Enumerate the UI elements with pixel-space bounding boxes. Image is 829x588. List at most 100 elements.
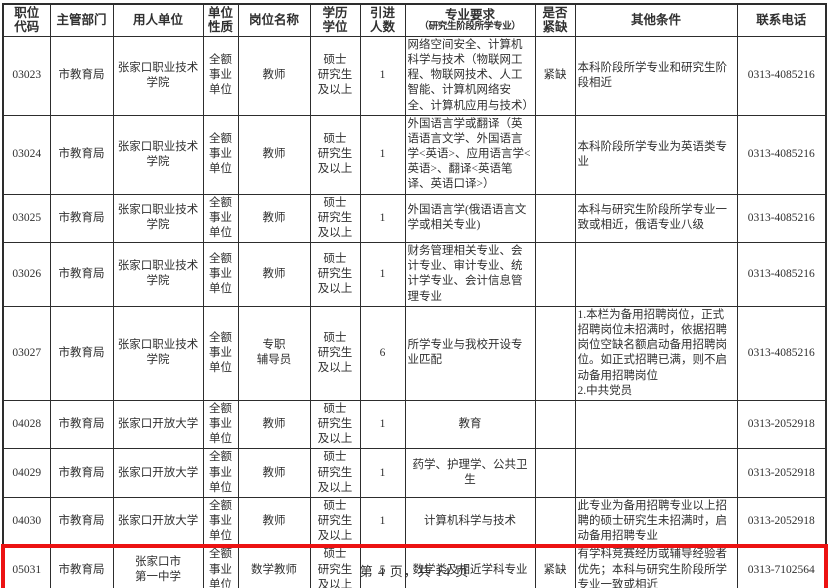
cell-dept: 市教育局 xyxy=(49,545,114,588)
cell-other xyxy=(574,242,738,307)
cell-code: 03023 xyxy=(2,35,51,116)
cell-other: 本科阶段所学专业和研究生阶段相近 xyxy=(574,35,738,116)
cell-employer: 张家口职业技术 学院 xyxy=(112,242,204,307)
cell-code: 03024 xyxy=(2,114,51,195)
cell-position: 教师 xyxy=(237,496,311,547)
table-row-03025: 03025 市教育局 张家口职业技术 学院 全额 事业 单位 教师 硕士 研究生 及以上 1… xyxy=(2,193,827,244)
cell-unit_type: 全额 事业 单位 xyxy=(202,448,239,498)
cell-employer: 张家口职业技术 学院 xyxy=(112,35,204,116)
cell-unit_type: 全额 事业 单位 xyxy=(202,242,239,307)
table-row-04028: 04028 市教育局 张家口开放大学 全额 事业 单位 教师 硕士 研究生 及以上 1 教育 0… xyxy=(2,399,827,450)
cell-unit_type: 全额 事业 单位 xyxy=(202,545,239,588)
table-body: 03023 市教育局 张家口职业技术 学院 全额 事业 单位 教师 硕士 研究生 及以上 1… xyxy=(1,35,828,588)
table-row-03023: 03023 市教育局 张家口职业技术 学院 全额 事业 单位 教师 硕士 研究生 及以上 1… xyxy=(2,35,827,116)
column-header-position: 岗位名称 xyxy=(237,3,311,37)
cell-count: 1 xyxy=(359,448,406,498)
cell-phone: 0313-4085216 xyxy=(736,193,827,244)
cell-position: 教师 xyxy=(237,114,311,195)
cell-major: 网络空间安全、计算机科学与技术（物联网工程、物联网技术、人工智能、计算机网络安全… xyxy=(404,35,536,116)
cell-shortage xyxy=(534,496,576,547)
column-header-employer: 用人单位 xyxy=(112,3,204,37)
cell-count: 1 xyxy=(359,496,406,547)
cell-dept: 市教育局 xyxy=(49,305,114,401)
cell-other: 本科阶段所学专业为英语类专业 xyxy=(574,114,738,195)
cell-code: 05031 xyxy=(2,545,51,588)
cell-unit_type: 全额 事业 单位 xyxy=(202,305,239,401)
cell-degree: 硕士 研究生 及以上 xyxy=(309,496,361,547)
cell-shortage: 紧缺 xyxy=(534,545,576,588)
cell-code: 04030 xyxy=(2,496,51,547)
cell-major: 药学、护理学、公共卫生 xyxy=(404,448,536,498)
cell-count: 1 xyxy=(359,399,406,450)
column-header-major: 专业要求 （研究生阶段所学专业） xyxy=(404,3,536,37)
cell-shortage xyxy=(534,448,576,498)
cell-degree: 硕士 研究生 及以上 xyxy=(309,305,361,401)
column-header-unit_type: 单位 性质 xyxy=(202,3,239,37)
cell-employer: 张家口职业技术 学院 xyxy=(112,305,204,401)
cell-phone: 0313-4085216 xyxy=(736,242,827,307)
cell-count: 1 xyxy=(359,114,406,195)
cell-employer: 张家口开放大学 xyxy=(112,399,204,450)
cell-phone: 0313-2052918 xyxy=(736,496,827,547)
cell-position: 教师 xyxy=(237,193,311,244)
table-row-03024: 03024 市教育局 张家口职业技术 学院 全额 事业 单位 教师 硕士 研究生 及以上 1… xyxy=(2,114,827,195)
column-header-phone: 联系电话 xyxy=(736,3,827,37)
cell-degree: 硕士 研究生 及以上 xyxy=(309,545,361,588)
cell-shortage xyxy=(534,242,576,307)
cell-phone: 0313-7102564 xyxy=(736,545,827,588)
cell-position: 数学教师 xyxy=(237,545,311,588)
cell-major: 所学专业与我校开设专业匹配 xyxy=(404,305,536,401)
cell-degree: 硕士 研究生 及以上 xyxy=(309,399,361,450)
cell-major: 财务管理相关专业、会计专业、审计专业、统计学专业、会计信息管理专业 xyxy=(404,242,536,307)
cell-degree: 硕士 研究生 及以上 xyxy=(309,114,361,195)
recruitment-page: 职位 代码 主管部门 用人单位 单位 性质 岗位名称 学历 学位 引进 人数 专业要求 （研究生… xyxy=(0,3,829,588)
cell-phone: 0313-2052918 xyxy=(736,399,827,450)
cell-unit_type: 全额 事业 单位 xyxy=(202,35,239,116)
cell-major: 数学类及相近学科专业 xyxy=(404,545,536,588)
cell-count: 1 xyxy=(359,35,406,116)
cell-unit_type: 全额 事业 单位 xyxy=(202,114,239,195)
column-header-dept: 主管部门 xyxy=(49,3,114,37)
cell-shortage xyxy=(534,114,576,195)
cell-count: 6 xyxy=(359,305,406,401)
cell-phone: 0313-4085216 xyxy=(736,305,827,401)
cell-dept: 市教育局 xyxy=(49,448,114,498)
table-row-05031-highlighted: 05031 市教育局 张家口市 第一中学 全额 事业 单位 数学教师 硕士 研究生 及以上… xyxy=(1,543,828,588)
cell-count: 1 xyxy=(359,242,406,307)
header-row: 职位 代码 主管部门 用人单位 单位 性质 岗位名称 学历 学位 引进 人数 专业要求 （研究生… xyxy=(2,3,827,37)
cell-dept: 市教育局 xyxy=(49,242,114,307)
cell-unit_type: 全额 事业 单位 xyxy=(202,399,239,450)
column-header-degree: 学历 学位 xyxy=(309,3,361,37)
cell-degree: 硕士 研究生 及以上 xyxy=(309,242,361,307)
table-row-04030: 04030 市教育局 张家口开放大学 全额 事业 单位 教师 硕士 研究生 及以上 1 计算机… xyxy=(2,496,827,547)
cell-shortage: 紧缺 xyxy=(534,35,576,116)
cell-position: 教师 xyxy=(237,35,311,116)
cell-phone: 0313-2052918 xyxy=(736,448,827,498)
page-indicator: 第 4 页，共 14 页 xyxy=(359,564,470,579)
cell-dept: 市教育局 xyxy=(49,35,114,116)
cell-other: 本科与研究生阶段所学专业一致或相近，俄语专业八级 xyxy=(574,193,738,244)
cell-position: 专职 辅导员 xyxy=(237,305,311,401)
cell-position: 教师 xyxy=(237,448,311,498)
cell-employer: 张家口开放大学 xyxy=(112,448,204,498)
cell-unit_type: 全额 事业 单位 xyxy=(202,496,239,547)
cell-position: 教师 xyxy=(237,242,311,307)
cell-major: 外国语言学(俄语语言文学或相关专业) xyxy=(404,193,536,244)
cell-other xyxy=(574,399,738,450)
cell-shortage xyxy=(534,193,576,244)
recruitment-positions-table: 职位 代码 主管部门 用人单位 单位 性质 岗位名称 学历 学位 引进 人数 专业要求 （研究生… xyxy=(1,3,828,588)
cell-dept: 市教育局 xyxy=(49,496,114,547)
cell-code: 04029 xyxy=(2,448,51,498)
column-header-code: 职位 代码 xyxy=(2,3,51,37)
table-row-03027: 03027 市教育局 张家口职业技术 学院 全额 事业 单位 专职 辅导员 硕士 研究生 … xyxy=(2,305,827,401)
cell-phone: 0313-4085216 xyxy=(736,114,827,195)
cell-degree: 硕士 研究生 及以上 xyxy=(309,193,361,244)
column-header-shortage: 是否 紧缺 xyxy=(534,3,576,37)
table-row-04029: 04029 市教育局 张家口开放大学 全额 事业 单位 教师 硕士 研究生 及以上 1 药学、… xyxy=(2,448,827,498)
cell-code: 03026 xyxy=(2,242,51,307)
cell-other: 此专业为备用招聘专业以上招聘的硕士研究生未招满时，启动备用招聘专业 xyxy=(574,496,738,547)
cell-code: 03025 xyxy=(2,193,51,244)
cell-dept: 市教育局 xyxy=(49,114,114,195)
cell-employer: 张家口职业技术 学院 xyxy=(112,114,204,195)
column-header-other: 其他条件 xyxy=(574,3,738,37)
